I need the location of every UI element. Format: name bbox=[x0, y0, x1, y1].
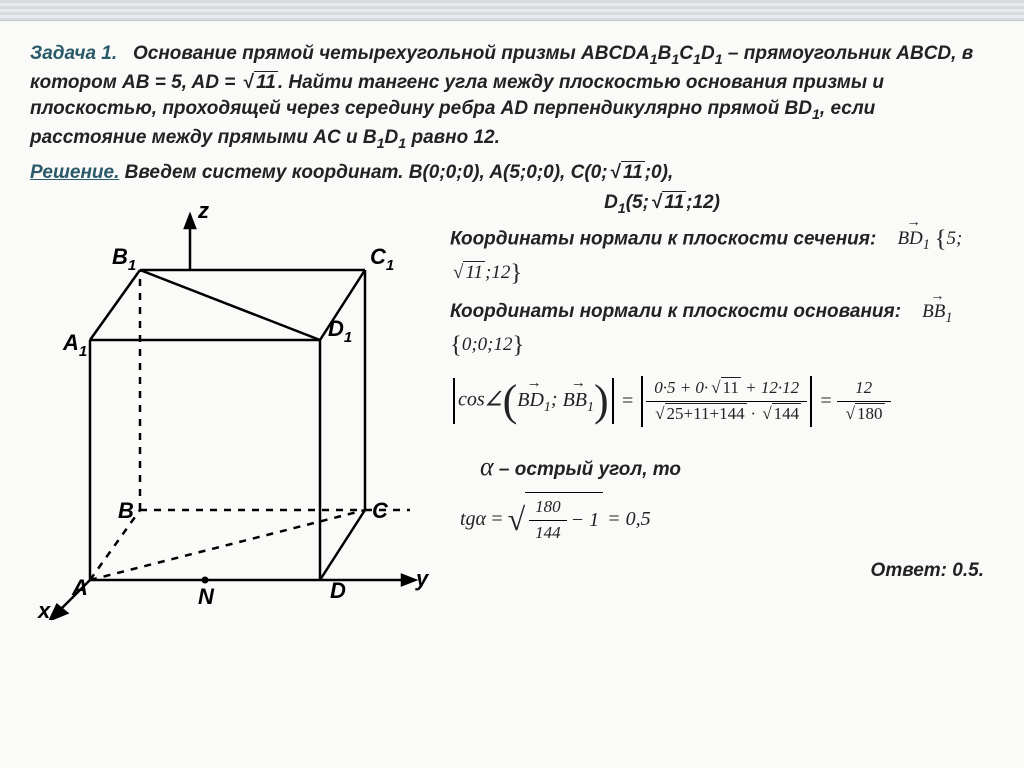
cos-left: cos∠(BD1; BB1) bbox=[450, 378, 617, 424]
label-D1: D1 bbox=[328, 316, 352, 346]
label-B1: B1 bbox=[112, 244, 136, 274]
prism-diagram: z y x A B C D A1 B1 D1 C1 N bbox=[30, 190, 440, 625]
axis-y-label: y bbox=[415, 566, 430, 591]
cos-frac: 0·5 + 0·11 + 12·12 25+11+144 · 144 bbox=[638, 376, 815, 427]
label-C: C bbox=[372, 498, 389, 523]
normal2-block: Координаты нормали к плоскости основания… bbox=[450, 299, 994, 361]
tg-formula: tgα = √ 180 144 − 1 = 0,5 bbox=[460, 492, 994, 548]
page-content: Задача 1. Основание прямой четырехугольн… bbox=[0, 21, 1024, 768]
label-C1: C1 bbox=[370, 244, 394, 274]
label-B: B bbox=[118, 498, 134, 523]
sqrt-11b: 11 bbox=[608, 162, 645, 184]
axis-x-label: x bbox=[37, 598, 51, 620]
cos-formula: cos∠(BD1; BB1) = 0·5 + 0·11 + 12·12 25+1… bbox=[450, 376, 994, 427]
problem-title: Задача 1. bbox=[30, 43, 117, 64]
cos-result: 12 180 bbox=[837, 376, 891, 427]
sqrt-11: 11 bbox=[241, 70, 278, 96]
problem-text-1: Основание прямой четырехугольной призмы … bbox=[133, 43, 650, 64]
problem-text-5: равно 12. bbox=[406, 127, 500, 148]
solution-intro: Решение. Введем систему координат. B(0;0… bbox=[30, 162, 994, 184]
d1-coords: D1(5;11;12) bbox=[330, 190, 994, 219]
content-row: z y x A B C D A1 B1 D1 C1 N D1(5;11;12) bbox=[30, 190, 994, 625]
slide-top-border bbox=[0, 0, 1024, 21]
label-N: N bbox=[198, 584, 215, 609]
answer-block: Ответ: 0.5. bbox=[450, 558, 984, 584]
vec-bb1: BB1 bbox=[922, 299, 952, 328]
solution-label: Решение. bbox=[30, 162, 119, 183]
label-D: D bbox=[330, 578, 346, 603]
vec-bd1: BD1 bbox=[897, 226, 929, 255]
label-A1: A1 bbox=[62, 330, 87, 360]
axis-z-label: z bbox=[197, 198, 209, 223]
sol-intro-text: Введем систему координат. B(0;0;0), A(5;… bbox=[125, 162, 608, 183]
problem-statement: Задача 1. Основание прямой четырехугольн… bbox=[30, 41, 994, 154]
label-A: A bbox=[71, 575, 88, 600]
solution-right-column: D1(5;11;12) Координаты нормали к плоскос… bbox=[450, 190, 994, 584]
normal1-block: Координаты нормали к плоскости сечения: … bbox=[450, 223, 994, 290]
alpha-note: α – острый угол, то bbox=[480, 449, 994, 484]
